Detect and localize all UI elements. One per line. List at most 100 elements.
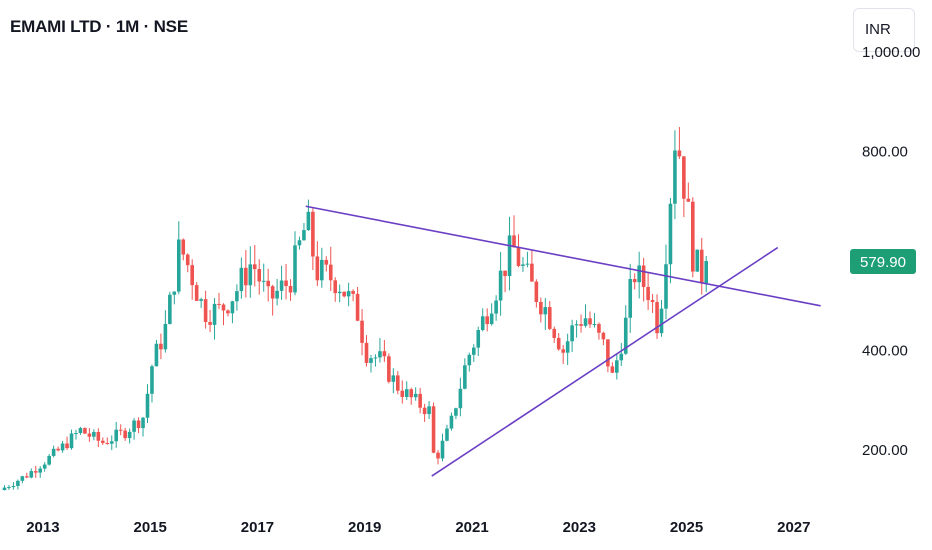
candle-body bbox=[400, 390, 405, 397]
candle-body bbox=[619, 353, 624, 361]
candle-body bbox=[507, 235, 512, 277]
x-tick-label: 2023 bbox=[563, 519, 596, 536]
candle-body bbox=[168, 294, 172, 324]
candle bbox=[168, 291, 172, 325]
candle bbox=[409, 387, 414, 405]
candle bbox=[114, 421, 119, 448]
candle-body bbox=[78, 428, 83, 434]
candle bbox=[235, 284, 239, 311]
candle bbox=[396, 371, 400, 395]
candle bbox=[628, 263, 633, 333]
candle-body bbox=[449, 415, 454, 429]
candle-body bbox=[244, 267, 248, 286]
candle bbox=[136, 417, 141, 434]
candle bbox=[7, 485, 11, 490]
candle-body bbox=[181, 239, 186, 255]
candle bbox=[101, 437, 105, 445]
candle bbox=[382, 340, 387, 362]
currency-selector[interactable]: INR bbox=[853, 8, 915, 52]
candle bbox=[16, 479, 20, 490]
candle-body bbox=[539, 302, 543, 315]
candle-body bbox=[65, 443, 69, 449]
candle bbox=[92, 429, 96, 441]
candle-body bbox=[328, 264, 333, 281]
candle-body bbox=[699, 249, 704, 284]
candle-body bbox=[20, 476, 25, 481]
candle-body bbox=[476, 329, 481, 348]
candle-body bbox=[199, 299, 203, 301]
candle bbox=[118, 424, 123, 436]
candle bbox=[306, 199, 311, 231]
candle bbox=[476, 326, 481, 356]
candle bbox=[154, 339, 159, 367]
candle bbox=[185, 253, 190, 273]
candle-body bbox=[83, 428, 87, 434]
candle-body bbox=[570, 325, 574, 342]
candle-body bbox=[561, 349, 565, 353]
x-tick-label: 2021 bbox=[455, 519, 488, 536]
candle-body bbox=[42, 464, 47, 469]
candle-body bbox=[552, 328, 557, 338]
candle bbox=[293, 231, 297, 296]
candle bbox=[516, 234, 521, 268]
candle bbox=[159, 333, 163, 360]
candle bbox=[467, 352, 472, 372]
candle bbox=[212, 298, 217, 340]
y-tick-label: 800.00 bbox=[862, 143, 908, 160]
candle bbox=[489, 303, 494, 326]
candle bbox=[503, 270, 507, 293]
candle bbox=[279, 265, 284, 300]
candle-body bbox=[118, 429, 123, 431]
candle bbox=[699, 237, 704, 295]
candle-body bbox=[159, 343, 163, 350]
currency-label: INR bbox=[865, 21, 891, 38]
candle-body bbox=[127, 431, 132, 439]
candle bbox=[646, 272, 650, 311]
candle bbox=[217, 292, 221, 310]
candle-body bbox=[221, 304, 226, 311]
candle bbox=[534, 279, 539, 308]
candle-body bbox=[261, 280, 266, 282]
candle-body bbox=[378, 351, 382, 358]
candle-body bbox=[141, 417, 145, 429]
candle-body bbox=[208, 322, 212, 325]
candle-body bbox=[337, 291, 342, 294]
candle bbox=[704, 255, 709, 293]
candle bbox=[230, 300, 235, 324]
candle bbox=[507, 216, 512, 291]
candle-body bbox=[136, 420, 141, 429]
candle bbox=[60, 440, 65, 453]
candle-body bbox=[534, 281, 539, 303]
candle-body bbox=[673, 150, 677, 204]
candle bbox=[400, 380, 405, 404]
candle bbox=[342, 291, 346, 298]
candle-body bbox=[364, 342, 369, 363]
x-tick-label: 2019 bbox=[348, 519, 381, 536]
candle-body bbox=[691, 201, 695, 272]
candle-body bbox=[695, 249, 700, 272]
candle bbox=[440, 433, 445, 462]
candle-body bbox=[38, 468, 43, 473]
x-tick-label: 2025 bbox=[670, 519, 703, 536]
last-price-badge bbox=[850, 249, 916, 275]
y-tick-label: 200.00 bbox=[862, 442, 908, 459]
candle bbox=[588, 311, 592, 328]
candle-body bbox=[315, 256, 320, 281]
candle-body bbox=[471, 347, 476, 355]
candle bbox=[677, 126, 682, 159]
candle bbox=[615, 354, 619, 380]
candle-body bbox=[342, 291, 346, 297]
candle-body bbox=[284, 280, 288, 287]
candle-body bbox=[69, 433, 74, 449]
candle bbox=[668, 197, 673, 284]
candle bbox=[288, 279, 293, 301]
candle bbox=[270, 284, 275, 316]
candle bbox=[480, 308, 485, 332]
candle-body bbox=[610, 366, 615, 373]
candle-body bbox=[650, 300, 655, 303]
candle bbox=[47, 454, 51, 466]
candle-body bbox=[275, 290, 279, 299]
candle bbox=[682, 156, 686, 218]
candle-body bbox=[382, 351, 387, 357]
